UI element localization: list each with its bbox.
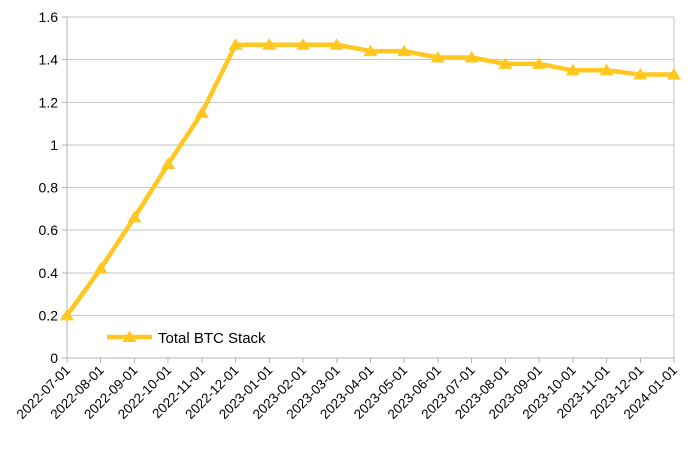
y-axis-label: 0.2 xyxy=(39,307,59,323)
data-point-marker xyxy=(60,308,74,321)
legend-label: Total BTC Stack xyxy=(158,330,266,347)
y-axis-label: 1 xyxy=(50,137,58,153)
data-point-marker xyxy=(329,38,344,50)
data-point-marker xyxy=(532,57,547,69)
data-point-marker xyxy=(464,50,479,63)
data-point-marker xyxy=(430,50,445,63)
y-axis-label: 0.8 xyxy=(39,180,59,196)
data-point-marker xyxy=(633,68,648,80)
data-point-marker xyxy=(127,210,142,223)
legend: Total BTC Stack xyxy=(107,330,266,347)
y-axis-label: 1.2 xyxy=(39,94,59,110)
data-point-marker xyxy=(296,38,311,50)
data-point-marker xyxy=(262,38,277,50)
data-point-marker xyxy=(498,57,513,69)
data-point-marker xyxy=(599,63,614,76)
data-point-marker xyxy=(397,44,412,57)
y-axis-label: 0 xyxy=(50,350,58,366)
y-axis-label: 0.6 xyxy=(39,222,59,238)
data-point-marker xyxy=(93,261,108,274)
legend-triangle-marker-icon xyxy=(122,330,137,342)
series-line xyxy=(65,42,674,317)
y-axis-label: 0.4 xyxy=(39,265,59,281)
data-point-marker xyxy=(565,63,580,76)
data-point-marker xyxy=(667,68,681,80)
data-point-marker xyxy=(363,44,378,57)
data-point-marker xyxy=(194,106,209,118)
y-axis-label: 1.4 xyxy=(39,52,59,68)
data-point-marker xyxy=(161,157,176,170)
y-axis-label: 1.6 xyxy=(39,9,59,25)
data-point-marker xyxy=(228,38,243,50)
